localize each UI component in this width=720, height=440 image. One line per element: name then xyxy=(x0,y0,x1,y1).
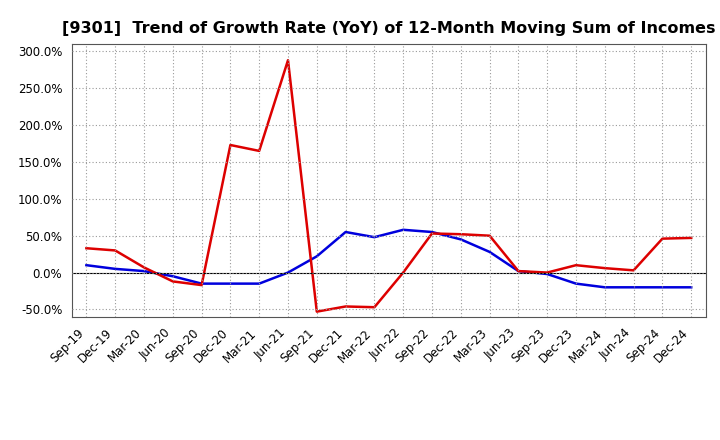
Net Income Growth Rate xyxy=(284,58,292,63)
Line: Ordinary Income Growth Rate: Ordinary Income Growth Rate xyxy=(86,230,691,287)
Ordinary Income Growth Rate xyxy=(341,229,350,235)
Title: [9301]  Trend of Growth Rate (YoY) of 12-Month Moving Sum of Incomes: [9301] Trend of Growth Rate (YoY) of 12-… xyxy=(62,21,716,36)
Net Income Growth Rate xyxy=(82,246,91,251)
Net Income Growth Rate xyxy=(514,268,523,274)
Ordinary Income Growth Rate xyxy=(82,263,91,268)
Ordinary Income Growth Rate xyxy=(456,237,465,242)
Net Income Growth Rate xyxy=(543,270,552,275)
Net Income Growth Rate xyxy=(370,304,379,310)
Ordinary Income Growth Rate xyxy=(572,281,580,286)
Ordinary Income Growth Rate xyxy=(543,271,552,277)
Net Income Growth Rate xyxy=(428,231,436,236)
Ordinary Income Growth Rate xyxy=(226,281,235,286)
Ordinary Income Growth Rate xyxy=(687,285,696,290)
Net Income Growth Rate xyxy=(485,233,494,238)
Net Income Growth Rate xyxy=(168,279,177,284)
Ordinary Income Growth Rate xyxy=(600,285,609,290)
Ordinary Income Growth Rate xyxy=(370,235,379,240)
Net Income Growth Rate xyxy=(341,304,350,309)
Ordinary Income Growth Rate xyxy=(428,229,436,235)
Ordinary Income Growth Rate xyxy=(168,274,177,279)
Ordinary Income Growth Rate xyxy=(514,268,523,274)
Ordinary Income Growth Rate xyxy=(197,281,206,286)
Ordinary Income Growth Rate xyxy=(485,249,494,255)
Net Income Growth Rate xyxy=(658,236,667,241)
Ordinary Income Growth Rate xyxy=(629,285,638,290)
Ordinary Income Growth Rate xyxy=(284,270,292,275)
Net Income Growth Rate xyxy=(226,143,235,148)
Net Income Growth Rate xyxy=(456,231,465,237)
Ordinary Income Growth Rate xyxy=(255,281,264,286)
Net Income Growth Rate xyxy=(629,268,638,273)
Net Income Growth Rate xyxy=(399,270,408,275)
Net Income Growth Rate xyxy=(687,235,696,241)
Line: Net Income Growth Rate: Net Income Growth Rate xyxy=(86,60,691,312)
Net Income Growth Rate xyxy=(600,265,609,271)
Net Income Growth Rate xyxy=(312,309,321,314)
Ordinary Income Growth Rate xyxy=(399,227,408,232)
Net Income Growth Rate xyxy=(197,282,206,288)
Ordinary Income Growth Rate xyxy=(140,268,148,274)
Ordinary Income Growth Rate xyxy=(111,266,120,271)
Net Income Growth Rate xyxy=(140,265,148,270)
Net Income Growth Rate xyxy=(572,263,580,268)
Ordinary Income Growth Rate xyxy=(312,254,321,259)
Net Income Growth Rate xyxy=(255,148,264,154)
Ordinary Income Growth Rate xyxy=(658,285,667,290)
Net Income Growth Rate xyxy=(111,248,120,253)
